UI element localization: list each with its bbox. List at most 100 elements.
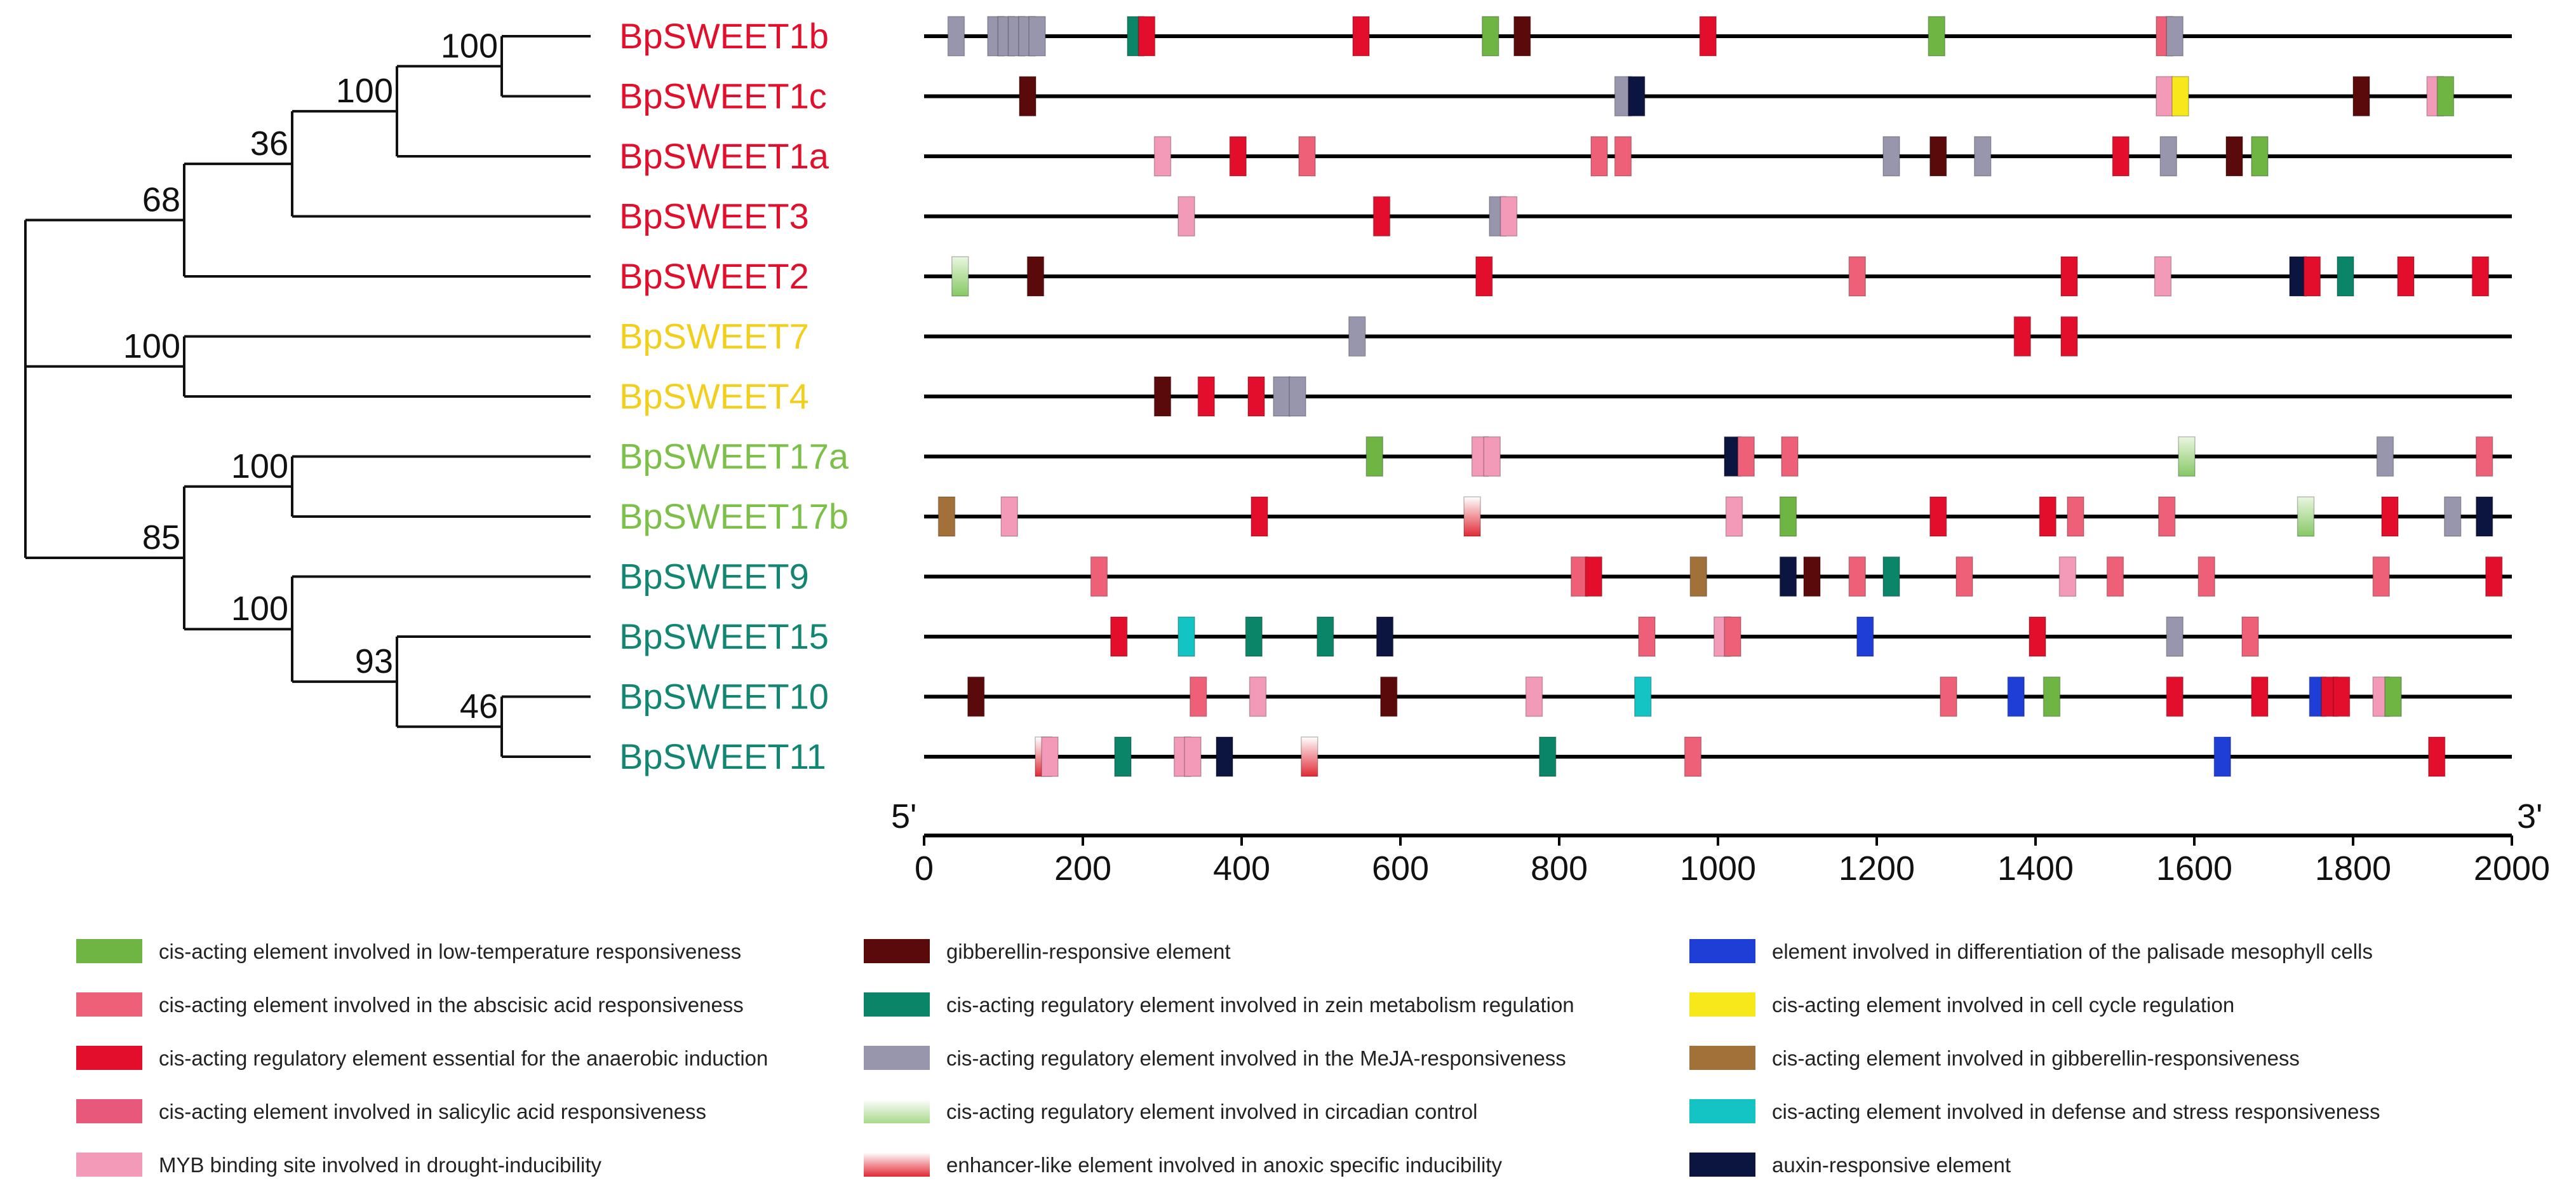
axis-tick-label: 200 — [1054, 849, 1111, 888]
cis-element-zein — [1245, 616, 1263, 657]
bootstrap-value: 100 — [336, 72, 393, 110]
cis-element-aba — [1190, 676, 1207, 717]
cis-element-circadian — [951, 256, 969, 297]
cis-element-auxin — [2289, 256, 2307, 297]
cis-element-anaerobic — [2060, 316, 2078, 357]
axis-tick-label: 600 — [1372, 849, 1429, 888]
cis-element-aba — [1737, 436, 1755, 477]
cis-element-aba — [2476, 436, 2493, 477]
legend-swatch — [1689, 939, 1755, 963]
cis-element-aba — [2106, 556, 2124, 597]
cis-element-myb — [2058, 556, 2077, 597]
bootstrap-value: 36 — [250, 125, 288, 163]
cis-element-aba — [1848, 556, 1866, 597]
legend-swatch — [864, 1153, 930, 1177]
bootstrap-value: 100 — [231, 590, 288, 628]
cis-element-anaerobic — [2397, 256, 2415, 297]
cis-element-low-temp — [2384, 676, 2402, 717]
cis-element-aba — [1298, 136, 1316, 177]
legend-label: enhancer-like element involved in anoxic… — [946, 1153, 1502, 1177]
cis-element-ga — [1380, 676, 1398, 717]
cis-element-low-temp — [1482, 16, 1499, 57]
axis-tick-label: 1400 — [1997, 849, 2074, 888]
legend-label: cis-acting regulatory element essential … — [159, 1046, 768, 1070]
gene-label: BpSWEET10 — [619, 677, 829, 717]
cis-element-myb — [1153, 136, 1172, 177]
axis-tick-label: 2000 — [2474, 849, 2550, 888]
legend-label: MYB binding site involved in drought-ind… — [159, 1153, 602, 1177]
bootstrap-value: 100 — [123, 327, 180, 365]
cis-element-meja — [1273, 376, 1291, 417]
legend-label: cis-acting element involved in the absci… — [159, 993, 744, 1017]
cis-element-auxin — [1376, 616, 1394, 657]
cis-element-anaerobic — [1352, 16, 1370, 57]
cis-element-myb — [1184, 736, 1202, 777]
cis-element-myb — [2156, 76, 2173, 117]
cis-element-ga — [1019, 76, 1036, 117]
cis-element-anoxic — [1301, 736, 1318, 777]
legend-swatch — [76, 992, 142, 1017]
bootstrap-value: 46 — [460, 687, 498, 726]
cis-element-ga — [967, 676, 985, 717]
cis-element-low-temp — [1365, 436, 1383, 477]
cis-element-aba — [2241, 616, 2259, 657]
cis-element-circadian — [2178, 436, 2196, 477]
cis-element-aba — [1614, 136, 1632, 177]
cis-element-anaerobic — [2251, 676, 2269, 717]
cis-element-meja — [1348, 316, 1366, 357]
cis-element-anaerobic — [2013, 316, 2031, 357]
gene-label: BpSWEET11 — [619, 736, 826, 776]
bootstrap-value: 93 — [355, 642, 393, 680]
cis-element-myb — [2154, 256, 2172, 297]
cis-element-anoxic — [1463, 496, 1481, 537]
cis-element-anaerobic — [2303, 256, 2321, 297]
bootstrap-value: 100 — [441, 27, 498, 65]
legend-label: cis-acting regulatory element involved i… — [946, 1100, 1478, 1123]
cis-element-myb — [1525, 676, 1543, 717]
position-axis: 0 200 400 600 800 1000 1200 1400 1600 1800 2000 5' 3… — [891, 797, 2550, 888]
cis-element-ga — [1929, 136, 1947, 177]
cis-element-low-temp — [2436, 76, 2455, 117]
cis-element-aba — [1090, 556, 1108, 597]
cis-element-meja — [1289, 376, 1306, 417]
cis-element-myb — [1725, 496, 1743, 537]
gene-label: BpSWEET7 — [619, 316, 809, 356]
axis-end-3prime: 3' — [2517, 797, 2542, 835]
cis-element-ga — [1513, 16, 1531, 57]
cis-element-zein — [1317, 616, 1334, 657]
cis-element-meja — [1028, 16, 1046, 57]
cis-element-aba — [2158, 496, 2176, 537]
gene-label: BpSWEET1b — [619, 16, 829, 56]
cis-element-auxin — [2476, 496, 2493, 537]
legend-label: gibberellin-responsive element — [946, 940, 1231, 963]
promoter-tracks — [924, 16, 2512, 777]
axis-tick-label: 800 — [1531, 849, 1588, 888]
gene-label: BpSWEET17a — [619, 436, 849, 477]
cis-element-anaerobic — [1137, 16, 1156, 57]
gene-label: BpSWEET1c — [619, 76, 827, 116]
cis-element-myb — [1177, 196, 1195, 237]
cis-element-defense — [1177, 616, 1195, 657]
cis-element-aba — [1848, 256, 1866, 297]
cis-element-meja — [2444, 496, 2462, 537]
cis-element-anaerobic — [2428, 736, 2446, 777]
gene-label: BpSWEET4 — [619, 376, 809, 416]
cis-element-cell-cycle — [2171, 76, 2189, 117]
axis-end-5prime: 5' — [891, 797, 916, 835]
cis-element-anaerobic — [1699, 16, 1717, 57]
cis-element-auxin — [1628, 76, 1646, 117]
cis-element-ga — [2352, 76, 2370, 117]
legend-swatch — [1689, 1046, 1755, 1070]
legend-swatch — [1689, 1099, 1755, 1123]
bootstrap-value: 68 — [142, 180, 180, 219]
cis-element-anaerobic — [1372, 196, 1391, 237]
cis-element-myb — [1499, 196, 1518, 237]
cis-element-zein — [2337, 256, 2354, 297]
legend-label: element involved in differentiation of t… — [1772, 940, 2373, 963]
cis-element-anaerobic — [2112, 136, 2130, 177]
legend-label: cis-acting element involved in defense a… — [1772, 1100, 2380, 1123]
cis-element-aba — [2372, 556, 2390, 597]
axis-tick-label: 1200 — [1839, 849, 1915, 888]
